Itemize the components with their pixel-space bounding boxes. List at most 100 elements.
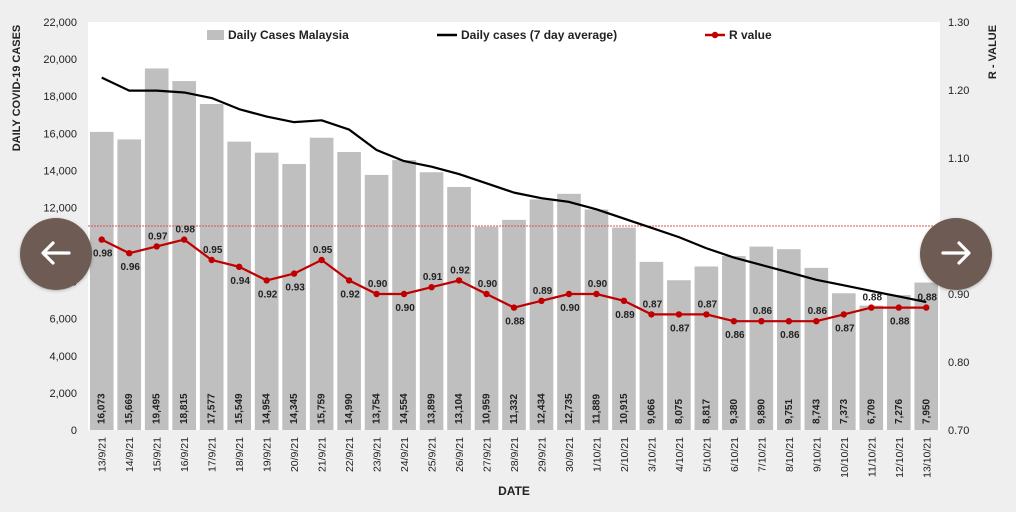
bar bbox=[777, 249, 801, 430]
bar bbox=[337, 152, 361, 430]
bar-value-label: 11,332 bbox=[509, 394, 520, 424]
x-tick-label: 13/10/21 bbox=[921, 437, 933, 478]
r-value-label: 0.90 bbox=[395, 303, 415, 314]
r-value-point bbox=[648, 311, 655, 318]
bar bbox=[667, 280, 691, 430]
bar-value-label: 7,950 bbox=[921, 399, 932, 424]
bar-value-label: 14,345 bbox=[289, 393, 300, 424]
bar-value-label: 13,899 bbox=[427, 393, 438, 424]
bar-value-label: 9,066 bbox=[646, 399, 657, 424]
r-value-label: 0.90 bbox=[478, 279, 498, 290]
bar bbox=[254, 152, 279, 431]
x-tick-label: 12/10/21 bbox=[894, 437, 906, 478]
y2-axis-label: R - VALUE bbox=[987, 25, 999, 79]
r-value-point bbox=[785, 318, 793, 325]
bar-value-label: 6,709 bbox=[866, 399, 877, 424]
r-value-point bbox=[813, 318, 820, 325]
r-value-point bbox=[373, 290, 380, 298]
bar-value-label: 14,554 bbox=[399, 393, 410, 424]
y-tick-label: 16,000 bbox=[43, 128, 77, 140]
x-tick-label: 17/9/21 bbox=[207, 437, 219, 472]
r-value-label: 0.87 bbox=[643, 299, 663, 310]
bar-value-label: 17,577 bbox=[207, 393, 218, 424]
r-value-label: 0.86 bbox=[780, 330, 800, 341]
legend-swatch-bars bbox=[207, 30, 224, 40]
bar bbox=[694, 266, 719, 430]
y2-tick-label: 0.70 bbox=[948, 425, 969, 437]
bar-value-label: 13,754 bbox=[372, 393, 383, 424]
bar-value-label: 18,815 bbox=[179, 393, 190, 424]
r-value-label: 0.90 bbox=[560, 303, 580, 314]
bar-value-label: 12,735 bbox=[564, 393, 575, 424]
bar-value-label: 7,276 bbox=[894, 399, 905, 424]
bar bbox=[886, 295, 911, 430]
x-tick-label: 21/9/21 bbox=[317, 437, 329, 472]
r-value-point bbox=[730, 318, 738, 325]
r-value-point bbox=[895, 304, 902, 311]
x-tick-label: 13/9/21 bbox=[97, 437, 109, 472]
r-value-point bbox=[98, 236, 105, 243]
bar-value-label: 10,915 bbox=[619, 393, 630, 424]
r-value-point bbox=[455, 277, 463, 284]
x-tick-label: 3/10/21 bbox=[646, 437, 658, 472]
r-value-label: 0.98 bbox=[93, 249, 113, 260]
x-tick-label: 15/9/21 bbox=[152, 437, 164, 472]
y2-tick-label: 1.20 bbox=[948, 85, 969, 97]
x-tick-label: 26/9/21 bbox=[454, 437, 466, 472]
y2-tick-label: 1.10 bbox=[948, 153, 969, 165]
legend-marker-r-value bbox=[711, 31, 719, 39]
x-tick-label: 6/10/21 bbox=[729, 437, 741, 472]
x-tick-label: 5/10/21 bbox=[701, 437, 713, 472]
r-value-point bbox=[263, 277, 270, 284]
x-tick-label: 20/9/21 bbox=[289, 437, 301, 472]
previous-button[interactable] bbox=[20, 218, 92, 290]
legend-label-bars: Daily Cases Malaysia bbox=[228, 28, 349, 42]
r-value-label: 0.95 bbox=[203, 245, 223, 256]
r-value-point bbox=[400, 290, 408, 298]
y-tick-label: 14,000 bbox=[43, 165, 77, 177]
r-value-point bbox=[538, 297, 545, 304]
r-value-point bbox=[345, 277, 353, 284]
r-value-point bbox=[235, 263, 243, 270]
y-tick-label: 18,000 bbox=[43, 91, 77, 103]
bar bbox=[804, 267, 829, 430]
x-tick-label: 8/10/21 bbox=[784, 437, 796, 472]
bar-value-label: 19,495 bbox=[152, 393, 163, 424]
bar-value-label: 12,434 bbox=[536, 393, 547, 424]
x-tick-label: 23/9/21 bbox=[372, 437, 384, 472]
y-tick-label: 22,000 bbox=[43, 17, 77, 29]
r-value-label: 0.90 bbox=[368, 279, 388, 290]
x-tick-label: 16/9/21 bbox=[179, 437, 191, 472]
bar-value-label: 15,549 bbox=[234, 393, 245, 424]
y-tick-label: 2,000 bbox=[49, 388, 77, 400]
x-tick-label: 19/9/21 bbox=[262, 437, 274, 472]
y2-tick-label: 0.90 bbox=[948, 289, 969, 301]
bar-value-label: 15,669 bbox=[124, 393, 135, 424]
bar-value-label: 10,959 bbox=[482, 393, 493, 424]
r-value-point bbox=[126, 250, 133, 257]
x-tick-label: 14/9/21 bbox=[124, 437, 136, 472]
next-button[interactable] bbox=[920, 218, 992, 290]
bar bbox=[584, 209, 609, 430]
r-value-label: 0.87 bbox=[835, 323, 855, 334]
bar bbox=[639, 261, 664, 430]
y-tick-label: 20,000 bbox=[43, 54, 77, 66]
r-value-point bbox=[868, 304, 875, 311]
bar bbox=[529, 199, 554, 430]
r-value-label: 0.93 bbox=[285, 283, 305, 294]
bar-value-label: 8,743 bbox=[811, 399, 822, 424]
r-value-label: 0.98 bbox=[175, 225, 195, 236]
r-value-point bbox=[923, 304, 930, 311]
y-tick-label: 12,000 bbox=[43, 202, 77, 214]
r-value-label: 0.95 bbox=[313, 245, 333, 256]
x-tick-label: 24/9/21 bbox=[399, 437, 411, 472]
r-value-label: 0.88 bbox=[505, 317, 525, 328]
r-value-label: 0.88 bbox=[890, 317, 910, 328]
r-value-label: 0.86 bbox=[753, 306, 773, 317]
bar-value-label: 9,751 bbox=[784, 399, 795, 424]
r-value-point bbox=[675, 311, 683, 318]
r-value-point bbox=[510, 304, 518, 311]
bar bbox=[364, 174, 389, 430]
bar bbox=[227, 141, 251, 431]
r-value-label: 0.97 bbox=[148, 231, 168, 242]
